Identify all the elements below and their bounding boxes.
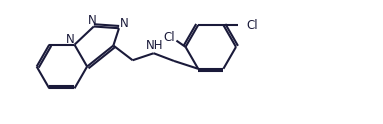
Text: N: N bbox=[120, 17, 129, 30]
Text: N: N bbox=[65, 33, 74, 46]
Text: N: N bbox=[88, 14, 97, 27]
Text: Cl: Cl bbox=[163, 31, 175, 44]
Text: Cl: Cl bbox=[246, 19, 258, 32]
Text: NH: NH bbox=[146, 39, 163, 52]
